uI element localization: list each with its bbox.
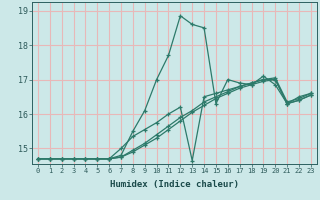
X-axis label: Humidex (Indice chaleur): Humidex (Indice chaleur)	[110, 180, 239, 189]
